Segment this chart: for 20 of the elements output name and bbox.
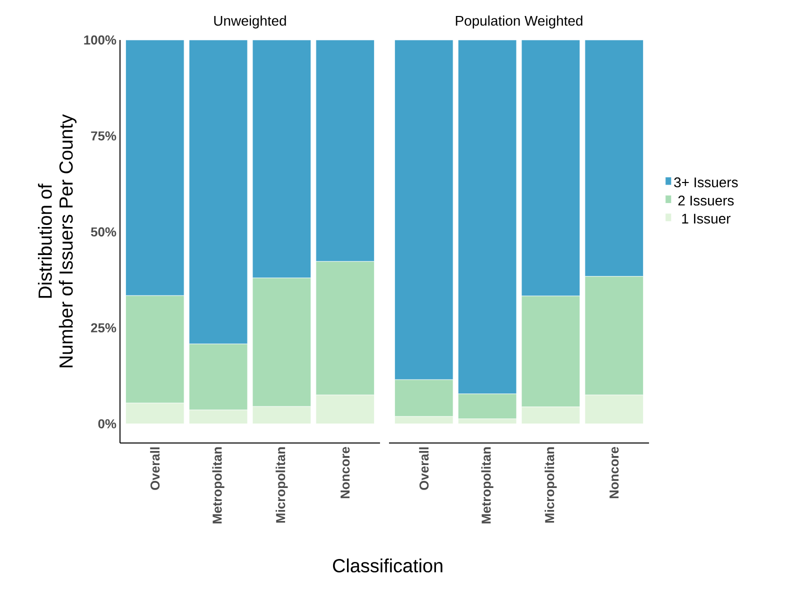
legend-label: 3+ Issuers bbox=[674, 177, 738, 188]
x-axis-title: Classification bbox=[333, 558, 442, 572]
y-tick-label: 100% bbox=[84, 35, 116, 45]
x-tick-label: Noncore bbox=[610, 446, 619, 498]
chart-title: Unweighted bbox=[214, 15, 286, 28]
x-tick-label: Micropolitan bbox=[276, 447, 288, 523]
x-tick-label: Metropolitan bbox=[481, 447, 494, 524]
chart-title: Population Weighted bbox=[456, 15, 582, 28]
legend-label: 2 Issuers bbox=[678, 196, 734, 206]
y-tick-label: 25% bbox=[91, 323, 116, 332]
y-axis-title: Distribution of Number of Issuers Per County bbox=[38, 114, 77, 368]
x-tick-label: Overall bbox=[150, 447, 160, 490]
x-tick-label: Micropolitan bbox=[544, 447, 557, 523]
y-tick-label: 75% bbox=[91, 131, 116, 141]
x-tick-label: Overall bbox=[419, 447, 429, 490]
legend-label: 1 Issuer bbox=[682, 214, 731, 224]
x-tick-label: Metropolitan bbox=[212, 447, 224, 524]
y-tick-label: 0% bbox=[98, 419, 116, 428]
x-tick-label: Noncore bbox=[340, 446, 350, 498]
y-tick-label: 50% bbox=[90, 227, 116, 236]
